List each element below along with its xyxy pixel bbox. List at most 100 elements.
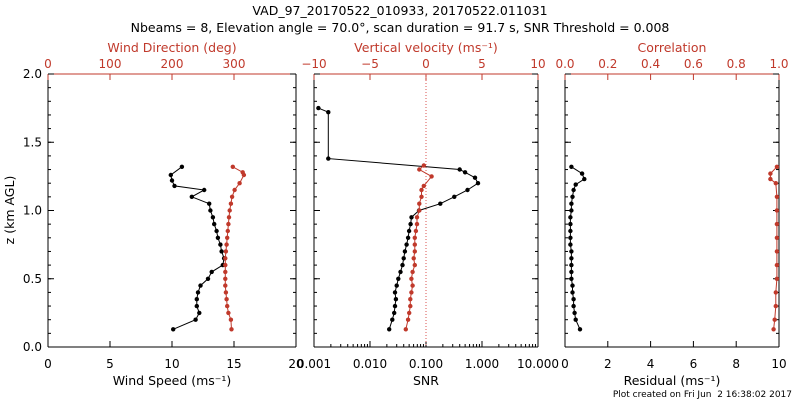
data-point-black <box>179 164 185 169</box>
data-point-red <box>412 262 417 268</box>
data-point-red <box>223 276 228 281</box>
bottom-axis-title: SNR <box>413 373 439 388</box>
bottom-tick-label: 0.100 <box>409 357 443 371</box>
series-line-black <box>318 107 479 330</box>
data-point-black <box>582 176 587 182</box>
data-point-black <box>404 242 409 247</box>
bottom-tick-label: 10.000 <box>517 357 559 371</box>
data-point-red <box>225 228 230 234</box>
data-point-black <box>570 283 575 288</box>
top-axis-title: Correlation <box>638 40 707 55</box>
top-tick-label: 0.2 <box>598 57 617 71</box>
data-point-black <box>569 201 574 206</box>
data-point-black <box>579 171 585 176</box>
data-point-black <box>577 327 583 332</box>
data-point-black <box>568 215 573 220</box>
data-point-red <box>768 176 773 182</box>
data-point-red <box>226 215 232 220</box>
data-point-red <box>774 208 780 213</box>
data-point-black <box>401 256 406 261</box>
y-tick-label: 2.0 <box>23 67 42 81</box>
data-point-black <box>569 208 574 213</box>
top-tick-label: 100 <box>99 57 122 71</box>
data-point-red <box>224 297 229 302</box>
data-point-red <box>429 174 434 179</box>
data-point-red <box>417 201 422 206</box>
data-point-black <box>198 283 203 288</box>
data-point-black <box>571 297 576 302</box>
data-point-red <box>410 283 415 288</box>
data-point-black <box>452 194 457 199</box>
data-point-red <box>412 249 417 254</box>
data-point-red <box>240 170 245 175</box>
data-point-black <box>569 262 574 268</box>
bottom-tick-label: 10 <box>771 357 786 371</box>
data-point-black <box>168 172 173 178</box>
bottom-tick-label: 6 <box>690 357 698 371</box>
data-point-black <box>569 276 574 281</box>
data-point-red <box>774 164 780 169</box>
data-point-black <box>387 327 392 332</box>
data-point-black <box>215 235 221 240</box>
data-point-red <box>411 256 416 261</box>
title-line-2: Nbeams = 8, Elevation angle = 70.0°, sca… <box>131 20 670 35</box>
data-point-red <box>405 317 411 322</box>
data-point-black <box>569 269 574 275</box>
bottom-axis-title: Residual (ms⁻¹) <box>624 373 721 388</box>
data-point-black <box>408 221 413 227</box>
data-point-black <box>396 276 401 281</box>
data-point-black <box>570 290 575 295</box>
data-point-black <box>475 181 481 186</box>
data-point-black <box>392 290 398 295</box>
data-point-black <box>570 194 575 199</box>
data-point-red <box>417 208 422 213</box>
data-point-red <box>409 276 414 281</box>
data-point-black <box>438 201 443 206</box>
top-tick-label: 0.6 <box>684 57 703 71</box>
data-point-red <box>414 221 420 227</box>
data-point-red <box>223 283 228 288</box>
data-point-black <box>219 249 224 254</box>
bottom-tick-label: 20 <box>288 357 303 371</box>
data-point-red <box>407 310 412 316</box>
data-point-red <box>774 262 780 268</box>
data-point-black <box>197 310 202 316</box>
data-point-red <box>774 276 780 281</box>
data-point-black <box>405 235 411 240</box>
data-point-black <box>568 228 573 234</box>
data-point-black <box>573 182 578 187</box>
data-point-red <box>417 167 422 172</box>
top-tick-label: 5 <box>478 57 486 71</box>
data-point-black <box>569 256 574 261</box>
data-point-red <box>773 181 778 186</box>
data-point-black <box>195 290 201 295</box>
data-point-black <box>571 187 576 193</box>
top-tick-label: 0 <box>44 57 52 71</box>
data-point-black <box>202 187 207 193</box>
top-tick-label: 200 <box>161 57 184 71</box>
data-point-red <box>408 303 413 309</box>
data-point-black <box>171 327 176 332</box>
data-point-red <box>774 249 780 254</box>
data-point-black <box>394 283 399 288</box>
data-point-red <box>412 242 417 247</box>
data-point-red <box>230 164 235 169</box>
data-point-black <box>316 105 321 111</box>
data-point-black <box>568 242 573 247</box>
bottom-tick-label: 5 <box>106 357 114 371</box>
data-point-black <box>392 303 398 309</box>
top-axis-title: Vertical velocity (ms⁻¹) <box>354 40 498 55</box>
panel-vertical: 0.001 0.010 0.100 1.000 10.000 −10 −5 0 5 10 SNR Ve… <box>297 40 559 388</box>
data-point-red <box>773 290 778 295</box>
data-point-red <box>414 215 420 220</box>
data-point-red <box>227 208 232 213</box>
top-axis-title: Wind Direction (deg) <box>107 40 236 55</box>
top-tick-label: 300 <box>223 57 246 71</box>
top-tick-label: 0.0 <box>555 57 574 71</box>
data-point-black <box>218 242 223 247</box>
data-point-red <box>413 228 419 234</box>
data-point-red <box>410 269 415 275</box>
data-point-black <box>572 310 577 316</box>
data-point-red <box>768 171 773 176</box>
data-point-red <box>771 327 776 332</box>
